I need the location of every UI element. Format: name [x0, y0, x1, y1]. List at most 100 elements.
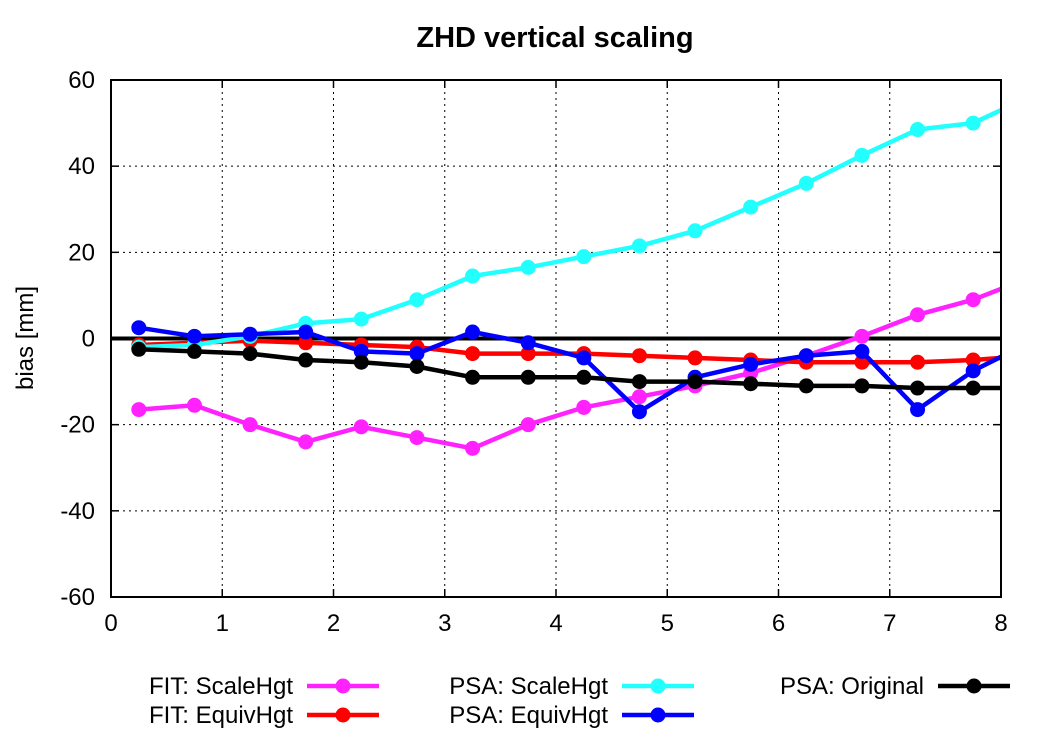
data-point-psa-original	[1021, 381, 1036, 396]
data-point-psa-original	[186, 343, 202, 359]
data-point-psa-scalehgt	[631, 238, 647, 254]
data-point-psa-equivhgt	[576, 350, 592, 366]
data-point-psa-equivhgt	[854, 343, 870, 359]
data-point-psa-scalehgt	[409, 292, 425, 308]
data-point-fit-equivhgt	[910, 354, 926, 370]
data-point-fit-equivhgt	[298, 335, 314, 351]
data-point-fit-scalehgt	[631, 389, 647, 405]
data-point-psa-equivhgt	[242, 326, 258, 342]
data-point-fit-equivhgt	[631, 348, 647, 364]
legend-item-fit-equivhgt: FIT: EquivHgt	[149, 702, 379, 729]
data-point-fit-scalehgt	[965, 292, 981, 308]
data-point-psa-original	[965, 380, 981, 396]
y-tick-label: 20	[68, 239, 95, 266]
x-tick-labels: 0 1 2 3 4 5 6 7 8	[104, 80, 1008, 637]
data-point-psa-scalehgt	[798, 175, 814, 191]
y-tick-label: 60	[68, 67, 95, 94]
data-point-psa-scalehgt	[576, 249, 592, 265]
x-tick-label: 8	[994, 610, 1007, 637]
legend-item-psa-original: PSA: Original	[780, 673, 1010, 700]
y-tick-label: -40	[60, 498, 95, 525]
series-line-psa-scalehgt	[138, 107, 1001, 350]
data-point-fit-equivhgt	[965, 352, 981, 368]
data-point-fit-scalehgt	[520, 417, 536, 433]
data-point-psa-original	[131, 341, 147, 357]
y-tick-label: -60	[60, 584, 95, 611]
legend-swatch-point	[335, 707, 351, 723]
data-point-fit-scalehgt	[409, 430, 425, 446]
legend-swatch-point	[966, 678, 982, 694]
x-tick-label: 3	[438, 610, 451, 637]
data-point-psa-original	[910, 380, 926, 396]
x-tick-label: 5	[661, 610, 674, 637]
data-point-fit-equivhgt	[687, 350, 703, 366]
data-point-psa-equivhgt	[743, 356, 759, 372]
data-point-psa-scalehgt	[743, 199, 759, 215]
data-point-psa-equivhgt	[298, 324, 314, 340]
data-point-psa-original	[353, 354, 369, 370]
x-tick-label: 4	[549, 610, 562, 637]
data-point-psa-original	[798, 378, 814, 394]
y-tick-label: -20	[60, 412, 95, 439]
y-tick-label: 40	[68, 153, 95, 180]
data-point-psa-equivhgt	[1021, 335, 1036, 350]
data-point-fit-scalehgt	[576, 399, 592, 415]
data-point-psa-original	[465, 369, 481, 385]
data-point-psa-original	[409, 359, 425, 375]
legend-swatch-point	[650, 678, 666, 694]
data-point-psa-scalehgt	[687, 223, 703, 239]
y-tick-labels: -60 -40 -20 0 20 40 60	[60, 67, 1001, 611]
data-point-psa-equivhgt	[965, 363, 981, 379]
data-point-psa-scalehgt	[520, 259, 536, 275]
data-point-psa-scalehgt	[965, 115, 981, 131]
legend-label: FIT: EquivHgt	[149, 702, 293, 729]
data-point-psa-scalehgt	[854, 147, 870, 163]
data-point-psa-scalehgt	[465, 268, 481, 284]
data-point-fit-equivhgt	[465, 346, 481, 362]
data-point-psa-original	[520, 369, 536, 385]
data-point-psa-original	[743, 376, 759, 392]
data-point-psa-original	[687, 374, 703, 390]
data-point-fit-scalehgt	[1021, 271, 1036, 286]
data-point-fit-scalehgt	[242, 417, 258, 433]
legend-item-psa-equivhgt: PSA: EquivHgt	[449, 702, 694, 729]
legend-item-fit-scalehgt: FIT: ScaleHgt	[149, 673, 379, 700]
series-group	[131, 90, 1036, 456]
legend-swatch-point	[650, 707, 666, 723]
data-point-fit-scalehgt	[854, 328, 870, 344]
data-point-psa-original	[854, 378, 870, 394]
data-point-psa-equivhgt	[353, 343, 369, 359]
data-point-psa-original	[576, 369, 592, 385]
x-tick-label: 7	[883, 610, 896, 637]
data-point-psa-equivhgt	[520, 335, 536, 351]
data-point-fit-equivhgt	[520, 346, 536, 362]
legend-swatch-point	[335, 678, 351, 694]
data-point-psa-equivhgt	[798, 348, 814, 364]
data-point-psa-original	[631, 374, 647, 390]
x-tick-label: 2	[327, 610, 340, 637]
data-point-psa-scalehgt	[910, 122, 926, 138]
x-tick-label: 1	[216, 610, 229, 637]
y-tick-label: 0	[82, 326, 95, 353]
data-point-psa-scalehgt	[353, 311, 369, 327]
data-point-psa-equivhgt	[910, 402, 926, 418]
data-point-psa-equivhgt	[631, 404, 647, 420]
legend-item-psa-scalehgt: PSA: ScaleHgt	[449, 673, 694, 700]
data-point-psa-equivhgt	[186, 328, 202, 344]
data-point-psa-scalehgt	[1021, 90, 1036, 105]
legend-label: FIT: ScaleHgt	[149, 673, 293, 700]
data-point-psa-equivhgt	[465, 324, 481, 340]
x-tick-label: 0	[104, 610, 117, 637]
legend-label: PSA: Original	[780, 673, 924, 700]
data-point-psa-original	[242, 346, 258, 362]
legend-label: PSA: ScaleHgt	[449, 673, 608, 700]
data-point-psa-equivhgt	[131, 320, 147, 336]
legend-label: PSA: EquivHgt	[449, 702, 608, 729]
data-point-psa-original	[298, 352, 314, 368]
data-point-fit-scalehgt	[465, 440, 481, 456]
data-point-fit-scalehgt	[186, 397, 202, 413]
data-point-fit-scalehgt	[353, 419, 369, 435]
data-point-fit-scalehgt	[910, 307, 926, 323]
